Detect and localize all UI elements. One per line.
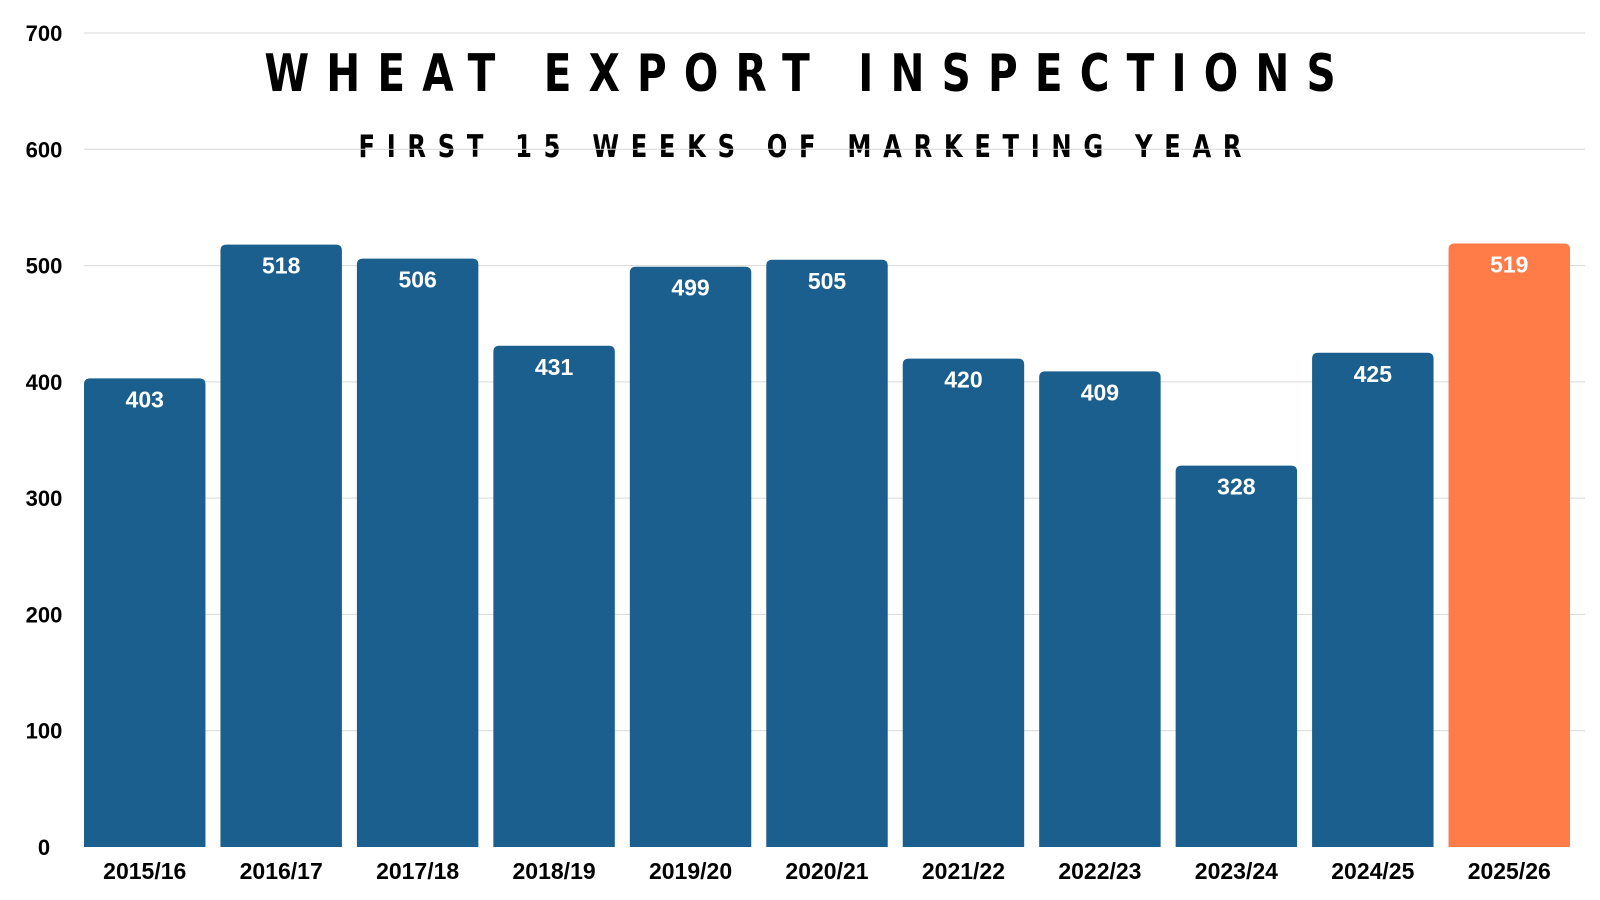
data-label: 409 xyxy=(1081,379,1119,405)
x-tick-label: 2019/20 xyxy=(649,858,732,884)
y-tick-label: 100 xyxy=(26,719,63,744)
bar-2019-20 xyxy=(629,266,752,848)
data-label: 499 xyxy=(671,275,709,301)
chart-title: WHEAT EXPORT INSPECTIONS xyxy=(264,44,1353,104)
y-tick-label: 200 xyxy=(26,602,63,627)
data-label: 518 xyxy=(262,253,301,279)
x-tick-label: 2023/24 xyxy=(1195,858,1278,884)
bar-2015-16 xyxy=(84,378,206,847)
data-label: 420 xyxy=(944,367,982,393)
data-label: 328 xyxy=(1217,474,1256,500)
bar-2018-19 xyxy=(493,345,615,847)
bar-2023-24 xyxy=(1175,465,1298,847)
y-tick-label: 400 xyxy=(26,370,63,395)
x-tick-label: 2016/17 xyxy=(240,858,323,884)
bar-2017-18 xyxy=(356,258,479,847)
y-tick-label: 300 xyxy=(26,486,63,511)
x-tick-label: 2020/21 xyxy=(785,858,868,884)
x-tick-label: 2022/23 xyxy=(1058,858,1141,884)
bars xyxy=(84,243,1570,848)
data-label: 425 xyxy=(1354,361,1393,387)
bar-2025-26 xyxy=(1448,243,1570,847)
data-label: 506 xyxy=(398,267,436,293)
bar-2021-22 xyxy=(902,358,1025,847)
x-tick-label: 2024/25 xyxy=(1331,858,1414,884)
data-label: 505 xyxy=(808,268,847,294)
data-labels: 403 518 506 431 499 505 420 409 328 425 519 xyxy=(126,251,1529,499)
x-tick-label: 2025/26 xyxy=(1468,858,1551,884)
bar-2020-21 xyxy=(766,259,888,847)
data-label: 403 xyxy=(126,386,164,412)
data-label: 431 xyxy=(535,354,574,380)
y-tick-label: 600 xyxy=(26,137,63,162)
x-tick-label: 2015/16 xyxy=(103,858,186,884)
x-tick-label: 2018/19 xyxy=(513,858,596,884)
x-axis-ticks: 2015/16 2016/17 2017/18 2018/19 2019/20 2020/… xyxy=(103,858,1551,884)
x-tick-label: 2021/22 xyxy=(922,858,1005,884)
y-tick-label: 0 xyxy=(38,835,50,860)
y-tick-label: 700 xyxy=(26,21,63,46)
y-axis-ticks: 0 100 200 300 400 500 600 700 xyxy=(26,21,63,860)
bar-2024-25 xyxy=(1312,352,1434,847)
chart-subtitle: FIRST 15 WEEKS OF MARKETING YEAR xyxy=(358,129,1254,165)
bar-2016-17 xyxy=(220,244,342,847)
y-tick-label: 500 xyxy=(26,254,63,279)
bar-2022-23 xyxy=(1039,371,1161,847)
x-tick-label: 2017/18 xyxy=(376,858,459,884)
data-label: 519 xyxy=(1490,251,1528,277)
